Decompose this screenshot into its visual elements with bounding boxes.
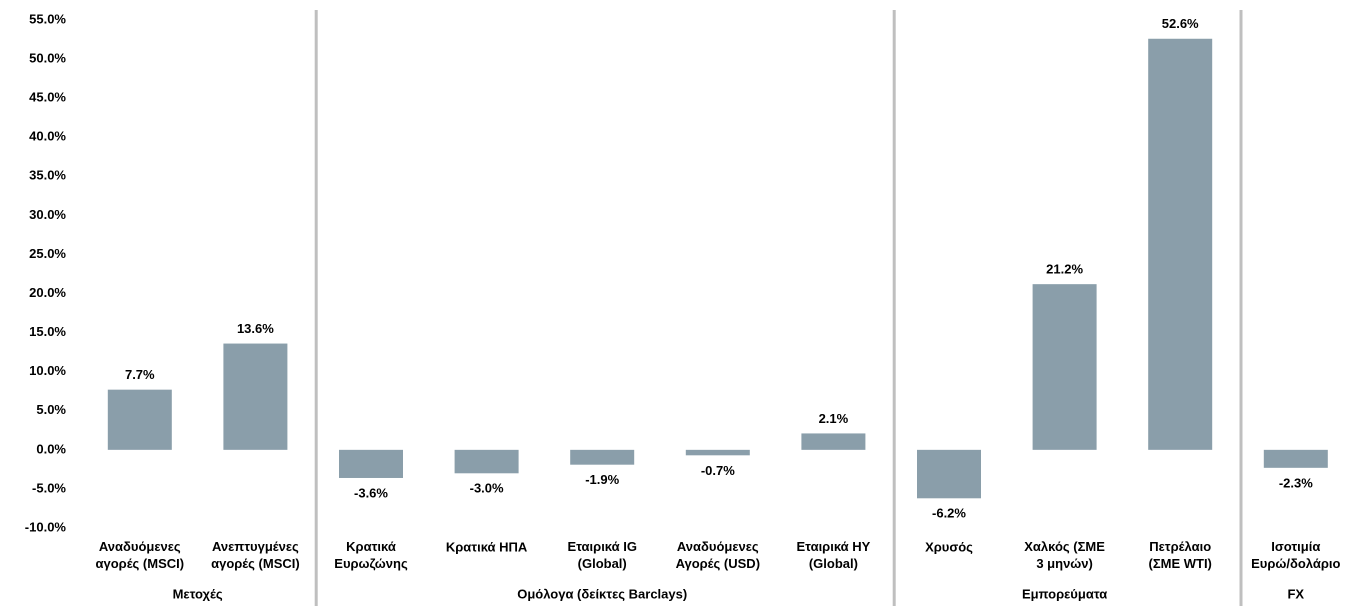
group-label: Εμπορεύματα	[1022, 586, 1107, 601]
y-tick-label: 50.0%	[29, 51, 66, 66]
y-tick-label: -5.0%	[32, 480, 66, 495]
bar	[1263, 449, 1328, 468]
bar	[339, 449, 403, 478]
x-tick-label: Εταιρικά HY (Global)	[796, 539, 870, 571]
x-tick-label: Χαλκός (ΣΜΕ 3 μηνών)	[1024, 539, 1105, 571]
y-tick-label: 25.0%	[29, 246, 66, 261]
y-tick-label: 10.0%	[29, 363, 66, 378]
x-tick-label: Πετρέλαιο (ΣΜΕ WTI)	[1148, 539, 1211, 571]
group-label: FX	[1287, 586, 1304, 601]
bar	[917, 449, 981, 499]
bar	[570, 449, 635, 465]
y-tick-label: 30.0%	[29, 207, 66, 222]
x-tick-label: Χρυσός	[925, 539, 973, 554]
value-label: -3.0%	[470, 481, 504, 496]
bar	[223, 343, 288, 450]
x-tick-label: Κρατικά Ευρωζώνης	[334, 539, 408, 571]
bar	[107, 389, 172, 450]
value-label: -1.9%	[585, 472, 619, 487]
y-tick-label: 55.0%	[29, 11, 66, 26]
value-label: 2.1%	[819, 411, 849, 426]
y-tick-label: 15.0%	[29, 324, 66, 339]
x-tick-label: Αναδυόμενες Αγορές (USD)	[676, 539, 760, 571]
y-tick-label: 0.0%	[36, 441, 66, 456]
value-label: 13.6%	[237, 321, 274, 336]
bar	[1032, 284, 1097, 450]
bar	[801, 433, 866, 450]
x-tick-label: Ισοτιμία Ευρώ/δολάριο	[1251, 539, 1340, 571]
value-label: 52.6%	[1162, 16, 1199, 31]
y-tick-label: 45.0%	[29, 90, 66, 105]
x-tick-label: Εταιρικά IG (Global)	[567, 539, 637, 571]
bar	[1148, 38, 1213, 450]
value-label: 21.2%	[1046, 262, 1083, 277]
value-label: -0.7%	[701, 463, 735, 478]
y-tick-label: 40.0%	[29, 129, 66, 144]
value-label: -2.3%	[1279, 475, 1313, 490]
y-tick-label: 35.0%	[29, 168, 66, 183]
x-tick-label: Ανεπτυγμένες αγορές (MSCI)	[211, 539, 300, 571]
x-tick-label: Αναδυόμενες αγορές (MSCI)	[95, 539, 184, 571]
bar	[454, 449, 519, 474]
value-label: -6.2%	[932, 506, 966, 521]
bar	[685, 449, 750, 456]
group-label: Ομόλογα (δείκτες Barclays)	[517, 586, 687, 601]
value-label: -3.6%	[354, 485, 388, 500]
y-tick-label: 20.0%	[29, 285, 66, 300]
value-label: 7.7%	[125, 367, 155, 382]
x-tick-label: Κρατικά ΗΠΑ	[446, 539, 528, 554]
group-label: Μετοχές	[173, 586, 223, 601]
y-tick-label: -10.0%	[25, 519, 67, 534]
y-tick-label: 5.0%	[36, 402, 66, 417]
